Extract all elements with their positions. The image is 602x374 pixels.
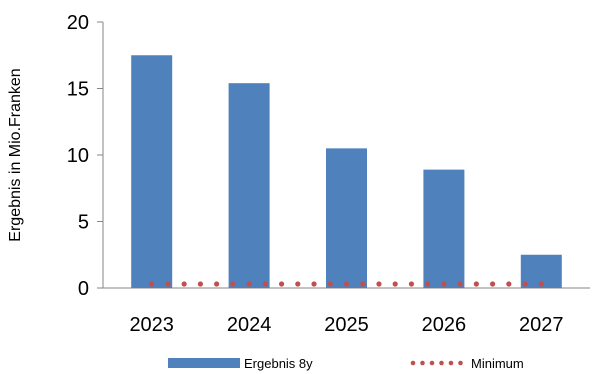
minimum-dot bbox=[230, 281, 236, 287]
minimum-dot bbox=[538, 281, 544, 287]
legend-minimum-dot bbox=[420, 360, 425, 366]
y-tick-label: 5 bbox=[78, 212, 89, 234]
legend-minimum-dot bbox=[429, 360, 435, 366]
minimum-dot bbox=[522, 281, 528, 287]
y-tick-label: 0 bbox=[78, 278, 89, 300]
bar-2023 bbox=[131, 55, 173, 288]
minimum-dot bbox=[278, 281, 285, 287]
x-axis-ticks: 2023 2024 2025 2026 2027 bbox=[129, 314, 563, 336]
minimum-dot bbox=[311, 281, 317, 287]
legend-label-bar: Ergebnis 8y bbox=[244, 356, 313, 371]
minimum-dot bbox=[425, 281, 431, 287]
x-tick-label-2024: 2024 bbox=[227, 314, 272, 336]
minimum-dot bbox=[246, 281, 252, 287]
minimum-dot bbox=[360, 281, 366, 287]
y-axis-title-group: Ergebnis in Mio.Franken bbox=[7, 68, 24, 241]
minimum-dot bbox=[408, 281, 415, 287]
minimum-dot bbox=[506, 281, 512, 287]
minimum-dot bbox=[165, 281, 171, 287]
legend-minimum-dot bbox=[439, 360, 444, 366]
bar-2025 bbox=[326, 148, 367, 288]
legend-label-minimum: Minimum bbox=[471, 356, 524, 371]
y-tick-label: 10 bbox=[67, 145, 89, 167]
minimum-dot bbox=[457, 281, 463, 287]
x-tick-label-2025: 2025 bbox=[324, 314, 369, 336]
y-tick-label: 15 bbox=[67, 79, 89, 101]
x-tick-label-2027: 2027 bbox=[519, 314, 564, 336]
y-axis-title: Ergebnis in Mio.Franken bbox=[7, 68, 24, 241]
legend-swatch-minimum bbox=[410, 360, 463, 366]
minimum-dot bbox=[197, 281, 203, 287]
minimum-line-series bbox=[149, 281, 544, 287]
x-tick-label-2026: 2026 bbox=[422, 314, 467, 336]
legend: Ergebnis 8y Minimum bbox=[168, 356, 524, 371]
y-tick-label: 20 bbox=[67, 12, 89, 34]
minimum-dot bbox=[214, 281, 220, 287]
y-axis-ticks: 0 5 10 15 20 bbox=[67, 12, 103, 300]
bar-series bbox=[131, 55, 562, 289]
minimum-dot bbox=[490, 281, 496, 287]
bar-2024 bbox=[228, 83, 270, 289]
minimum-dot bbox=[441, 281, 447, 287]
bar-2026 bbox=[423, 169, 465, 288]
legend-minimum-dot bbox=[458, 360, 463, 366]
minimum-dot bbox=[327, 281, 333, 287]
legend-minimum-dot bbox=[448, 360, 454, 366]
minimum-dot bbox=[295, 281, 301, 287]
minimum-dot bbox=[392, 281, 398, 287]
legend-swatch-bar bbox=[168, 358, 240, 368]
minimum-dot bbox=[343, 281, 350, 287]
minimum-dot bbox=[262, 281, 268, 287]
x-tick-label-2023: 2023 bbox=[129, 314, 174, 336]
legend-minimum-dot bbox=[410, 360, 416, 366]
minimum-dot bbox=[473, 281, 479, 287]
minimum-dot bbox=[376, 281, 382, 287]
minimum-dot bbox=[149, 281, 155, 287]
minimum-dot bbox=[181, 281, 187, 287]
